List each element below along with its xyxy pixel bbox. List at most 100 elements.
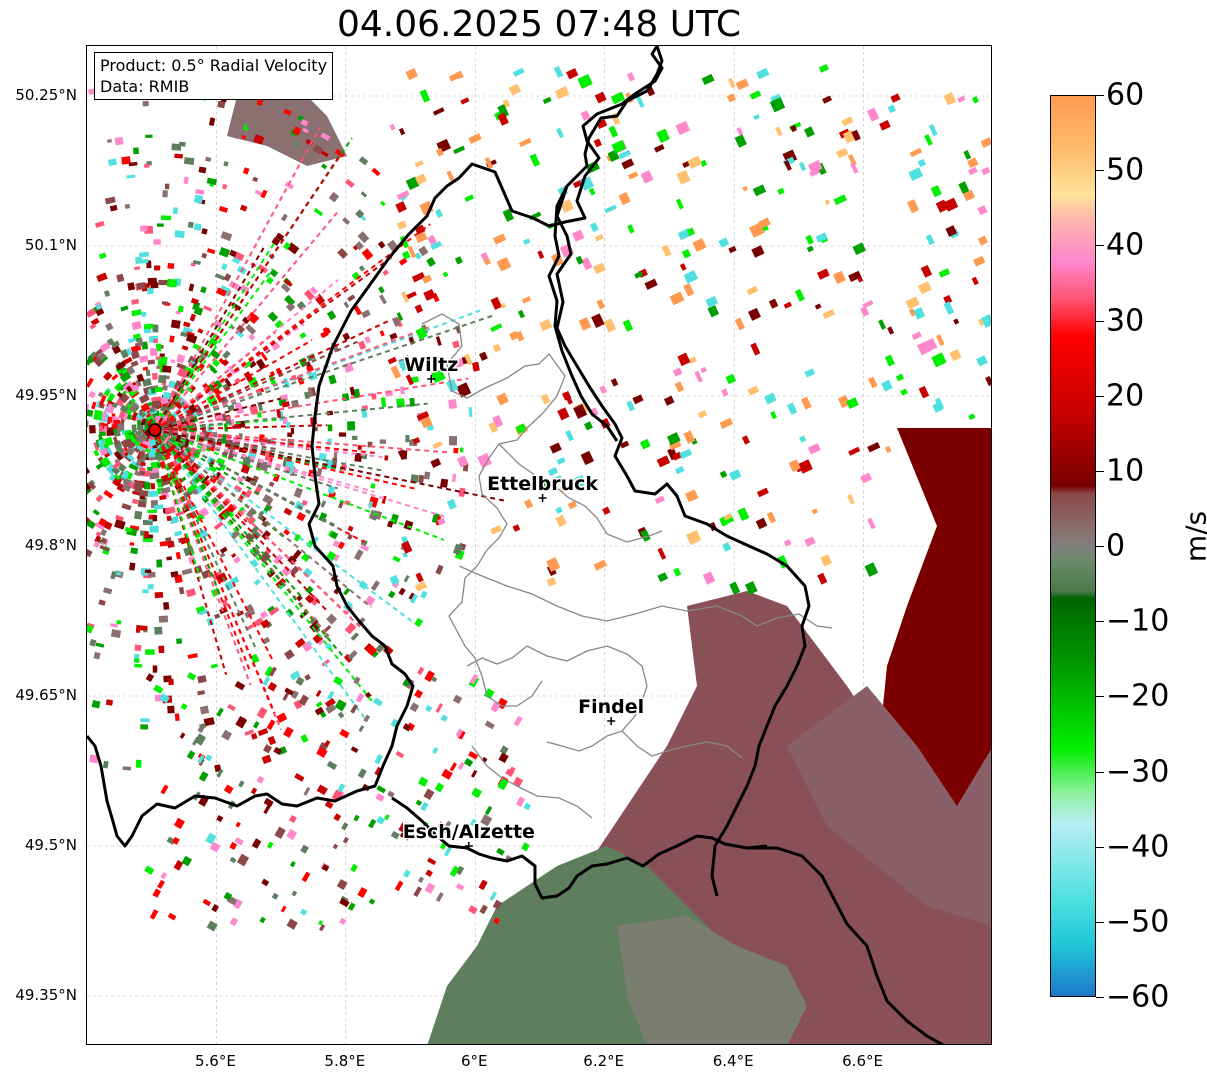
echo-cell [93,357,104,368]
echo-cell [456,455,469,468]
echo-cell [99,394,107,406]
echo-cell [364,336,372,344]
echo-cell [890,93,901,103]
echo-cell [139,355,149,363]
echo-cell [209,349,221,360]
echo-cell [396,312,404,321]
echo-cell [176,362,187,370]
echo-cell [700,159,708,167]
echo-cell [402,827,410,836]
echo-cell [187,653,198,659]
echo-cell [981,314,991,328]
echo-cell [674,466,685,475]
radar-site-marker [148,423,162,437]
echo-cell [134,644,142,651]
city-label: Findel [578,696,644,718]
echo-cell [87,465,91,476]
echo-cell [337,783,346,793]
echo-cell [455,882,465,891]
echo-cell [669,291,685,306]
product-label: Product: 0.5° Radial Velocity [100,56,328,75]
echo-cell [405,435,410,443]
echo-cell [136,433,146,444]
echo-cell [334,148,345,158]
echo-cell [230,302,242,311]
echo-cell [177,305,184,313]
echo-cell [290,861,296,868]
echo-cell [122,412,129,421]
echo-cell [91,401,97,410]
echo-cell [89,638,97,647]
echo-cell [195,189,205,195]
echo-cell [147,509,157,514]
radial-streak [154,429,341,531]
country-border [87,46,664,848]
echo-cell [396,190,410,200]
radar-map[interactable]: Wiltz Ettelbruck Findel Esch/Alzette [86,45,992,1045]
echo-cell [414,231,428,244]
echo-cell [928,123,938,137]
echo-cell [139,442,149,449]
echo-cell [296,512,306,522]
echo-cell [360,215,367,222]
echo-cell [260,619,271,629]
echo-cell [116,273,125,283]
echo-cell [320,150,329,158]
echo-cell [106,392,116,404]
echo-cell [128,463,139,472]
echo-cell [418,474,425,484]
echo-cell [293,487,303,499]
echo-cell [206,920,218,932]
echo-cell [316,637,325,646]
echo-cell [87,308,97,318]
echo-cell [93,409,103,421]
echo-cell [423,471,431,480]
echo-cell [199,705,210,715]
echo-cell [398,127,406,136]
colorbar-tick [1096,546,1104,547]
echo-cell [161,215,172,221]
echo-cell [94,348,104,356]
echo-cell [446,498,457,510]
echo-cell [252,176,259,183]
echo-cell [284,649,295,660]
echo-cell [149,525,159,533]
echo-cell [420,590,428,599]
echo-cell [221,263,228,271]
precip-area [787,686,991,926]
echo-cell [973,255,986,267]
echo-cell [170,359,176,364]
echo-cell [442,271,449,278]
echo-cell [705,295,719,308]
echo-cell [354,241,364,251]
echo-cell [236,324,246,334]
echo-cell [432,747,439,755]
echo-cell [247,516,256,525]
echo-cell [266,841,274,849]
echo-cell [333,554,340,562]
echo-cell [354,549,364,561]
echo-cell [306,539,315,548]
echo-cell [935,334,945,347]
echo-cell [379,294,387,305]
colorbar-tick [1096,846,1104,848]
echo-cell [358,156,369,166]
echo-cell [553,65,564,78]
echo-cell [215,287,227,297]
echo-cell [283,108,292,116]
echo-cell [413,886,423,898]
echo-cell [121,368,128,375]
echo-cell [218,205,229,213]
echo-cell [350,863,358,873]
echo-cell [327,485,336,495]
echo-cell [283,507,292,516]
echo-cell [111,373,119,381]
echo-cell [769,97,786,113]
echo-cell [211,498,221,508]
echo-cell [274,826,286,839]
echo-cell [134,663,143,668]
city-label: Wiltz [404,354,458,376]
echo-cell [599,385,608,395]
echo-cell [396,220,408,230]
echo-cell [251,838,262,849]
